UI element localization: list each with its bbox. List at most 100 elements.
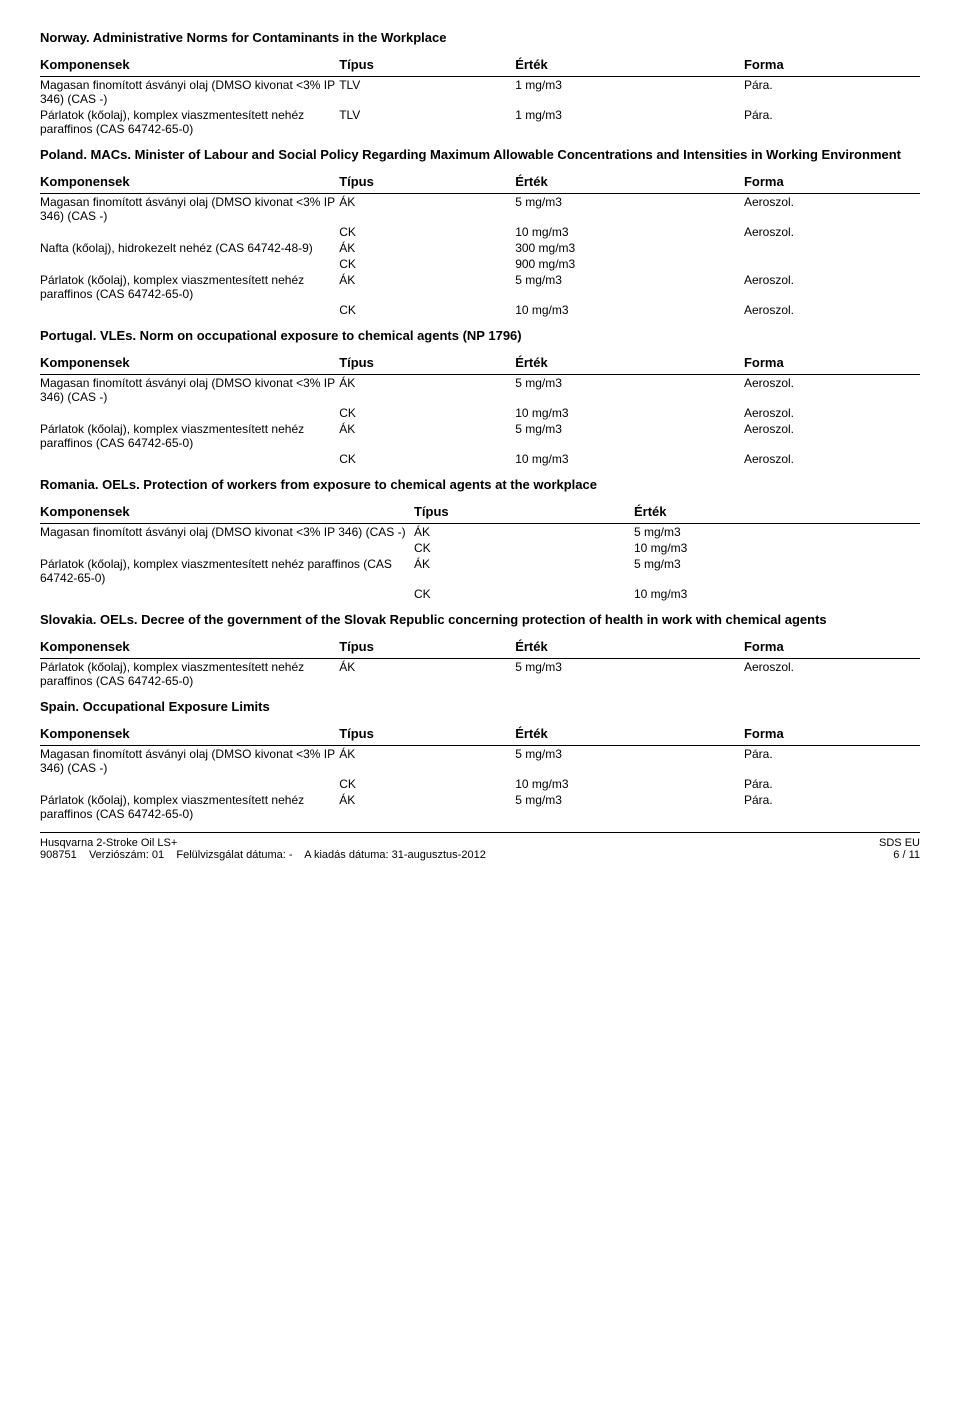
component-cell: Magasan finomított ásványi olaj (DMSO ki… <box>40 375 339 406</box>
table-row: CK10 mg/m3Aeroszol. <box>40 451 920 467</box>
component-cell <box>40 586 414 602</box>
component-cell <box>40 302 339 318</box>
type-cell: ÁK <box>339 421 515 451</box>
exposure-table: KomponensekTípusÉrtékFormaMagasan finomí… <box>40 351 920 467</box>
form-cell: Pára. <box>744 107 920 137</box>
type-cell: CK <box>339 776 515 792</box>
type-cell: TLV <box>339 77 515 108</box>
exposure-table: KomponensekTípusÉrtékMagasan finomított … <box>40 500 920 602</box>
type-cell: ÁK <box>339 746 515 777</box>
table-header: Típus <box>339 351 515 375</box>
component-cell: Párlatok (kőolaj), komplex viaszmentesít… <box>40 107 339 137</box>
component-cell: Párlatok (kőolaj), komplex viaszmentesít… <box>40 659 339 690</box>
table-row: Párlatok (kőolaj), komplex viaszmentesít… <box>40 421 920 451</box>
footer-meta: 908751 Verziószám: 01 Felülvizsgálat dát… <box>40 849 879 861</box>
value-cell: 5 mg/m3 <box>515 375 744 406</box>
table-header: Típus <box>339 170 515 194</box>
component-cell: Magasan finomított ásványi olaj (DMSO ki… <box>40 77 339 108</box>
type-cell: ÁK <box>339 792 515 822</box>
component-cell: Párlatok (kőolaj), komplex viaszmentesít… <box>40 272 339 302</box>
type-cell: CK <box>339 405 515 421</box>
table-row: Magasan finomított ásványi olaj (DMSO ki… <box>40 746 920 777</box>
form-cell: Aeroszol. <box>744 451 920 467</box>
type-cell: ÁK <box>339 240 515 256</box>
type-cell: TLV <box>339 107 515 137</box>
table-header: Érték <box>515 635 744 659</box>
footer-sds: SDS EU <box>879 837 920 849</box>
table-row: CK900 mg/m3 <box>40 256 920 272</box>
table-row: Párlatok (kőolaj), komplex viaszmentesít… <box>40 272 920 302</box>
value-cell: 10 mg/m3 <box>515 451 744 467</box>
section-title: Slovakia. OELs. Decree of the government… <box>40 612 920 627</box>
table-row: Nafta (kőolaj), hidrokezelt nehéz (CAS 6… <box>40 240 920 256</box>
table-row: CK10 mg/m3 <box>40 586 920 602</box>
type-cell: CK <box>414 540 634 556</box>
type-cell: ÁK <box>414 556 634 586</box>
value-cell: 10 mg/m3 <box>634 586 920 602</box>
component-cell: Párlatok (kőolaj), komplex viaszmentesít… <box>40 556 414 586</box>
component-cell: Nafta (kőolaj), hidrokezelt nehéz (CAS 6… <box>40 240 339 256</box>
section-title: Portugal. VLEs. Norm on occupational exp… <box>40 328 920 343</box>
type-cell: ÁK <box>339 659 515 690</box>
exposure-table: KomponensekTípusÉrtékFormaMagasan finomí… <box>40 53 920 137</box>
table-header: Érték <box>515 170 744 194</box>
value-cell: 5 mg/m3 <box>634 556 920 586</box>
table-header: Típus <box>339 635 515 659</box>
value-cell: 5 mg/m3 <box>515 746 744 777</box>
table-header: Forma <box>744 635 920 659</box>
value-cell: 300 mg/m3 <box>515 240 744 256</box>
form-cell <box>744 256 920 272</box>
type-cell: CK <box>339 451 515 467</box>
component-cell: Magasan finomított ásványi olaj (DMSO ki… <box>40 746 339 777</box>
exposure-table: KomponensekTípusÉrtékForma Párlatok (kőol… <box>40 635 920 689</box>
type-cell: CK <box>414 586 634 602</box>
table-row: CK10 mg/m3Aeroszol. <box>40 302 920 318</box>
value-cell: 5 mg/m3 <box>515 272 744 302</box>
document-body: Norway. Administrative Norms for Contami… <box>40 30 920 822</box>
table-header: Forma <box>744 722 920 746</box>
form-cell: Aeroszol. <box>744 302 920 318</box>
component-cell: Magasan finomított ásványi olaj (DMSO ki… <box>40 524 414 541</box>
form-cell <box>744 240 920 256</box>
value-cell: 5 mg/m3 <box>515 659 744 690</box>
value-cell: 5 mg/m3 <box>515 792 744 822</box>
table-header: Komponensek <box>40 170 339 194</box>
table-row: Magasan finomított ásványi olaj (DMSO ki… <box>40 77 920 108</box>
table-row: Magasan finomított ásványi olaj (DMSO ki… <box>40 194 920 225</box>
table-header: Komponensek <box>40 351 339 375</box>
section-title: Poland. MACs. Minister of Labour and Soc… <box>40 147 920 162</box>
table-header: Komponensek <box>40 722 339 746</box>
table-header: Érték <box>515 722 744 746</box>
table-row: Párlatok (kőolaj), komplex viaszmentesít… <box>40 659 920 690</box>
table-row: CK10 mg/m3Aeroszol. <box>40 224 920 240</box>
table-row: Párlatok (kőolaj), komplex viaszmentesít… <box>40 792 920 822</box>
footer-page: 6 / 11 <box>879 849 920 861</box>
component-cell <box>40 405 339 421</box>
table-header: Komponensek <box>40 53 339 77</box>
table-row: CK10 mg/m3Aeroszol. <box>40 405 920 421</box>
form-cell: Pára. <box>744 792 920 822</box>
table-header: Érték <box>515 351 744 375</box>
value-cell: 5 mg/m3 <box>515 421 744 451</box>
form-cell: Aeroszol. <box>744 659 920 690</box>
table-header: Típus <box>339 722 515 746</box>
section-title: Romania. OELs. Protection of workers fro… <box>40 477 920 492</box>
value-cell: 10 mg/m3 <box>515 302 744 318</box>
form-cell: Aeroszol. <box>744 421 920 451</box>
exposure-table: KomponensekTípusÉrtékFormaMagasan finomí… <box>40 170 920 318</box>
form-cell: Aeroszol. <box>744 405 920 421</box>
form-cell: Aeroszol. <box>744 224 920 240</box>
form-cell: Aeroszol. <box>744 194 920 225</box>
value-cell: 10 mg/m3 <box>515 224 744 240</box>
table-row: Párlatok (kőolaj), komplex viaszmentesít… <box>40 107 920 137</box>
table-header: Típus <box>339 53 515 77</box>
type-cell: ÁK <box>339 272 515 302</box>
table-header: Komponensek <box>40 635 339 659</box>
type-cell: ÁK <box>339 375 515 406</box>
component-cell <box>40 224 339 240</box>
value-cell: 5 mg/m3 <box>634 524 920 541</box>
section-title: Norway. Administrative Norms for Contami… <box>40 30 920 45</box>
component-cell <box>40 256 339 272</box>
value-cell: 900 mg/m3 <box>515 256 744 272</box>
type-cell: ÁK <box>339 194 515 225</box>
